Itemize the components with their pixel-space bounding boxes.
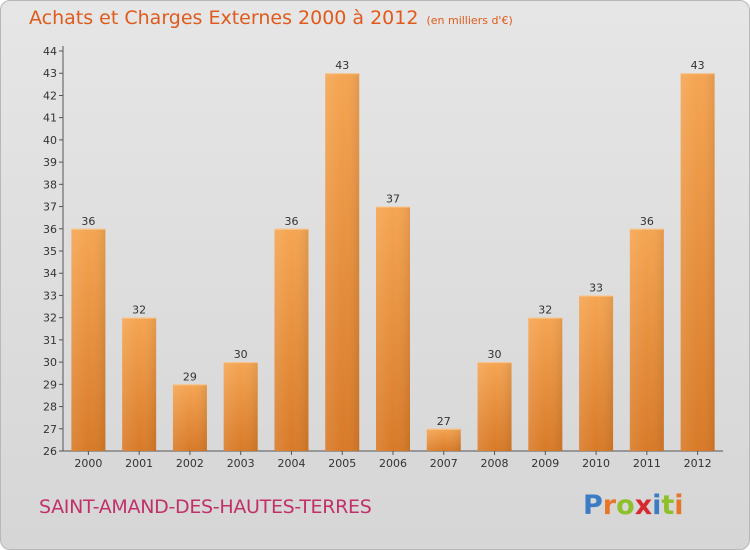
- chart-unit: (en milliers d'€): [426, 14, 513, 27]
- y-tick-label: 34: [43, 267, 57, 280]
- bar-group: [223, 362, 258, 451]
- y-tick-label: 32: [43, 312, 57, 325]
- y-tick-label: 40: [43, 134, 57, 147]
- y-tick-label: 28: [43, 401, 57, 414]
- y-tick-label: 33: [43, 289, 57, 302]
- bar-shine: [426, 428, 461, 451]
- x-tick-label: 2005: [328, 457, 356, 470]
- bar-shine: [376, 206, 410, 451]
- logo-letter: i: [674, 490, 684, 521]
- logo-letter: r: [602, 490, 617, 521]
- logo-letter: o: [616, 490, 635, 521]
- bar-group: [426, 428, 461, 451]
- bar-shine: [579, 295, 614, 451]
- y-tick-label: 27: [43, 423, 57, 436]
- y-tick-label: 42: [43, 89, 57, 102]
- bar-shine: [629, 228, 664, 451]
- bar-shine: [274, 228, 309, 451]
- x-tick-label: 2009: [531, 457, 559, 470]
- data-label: 32: [132, 304, 146, 317]
- x-tick-label: 2011: [633, 457, 661, 470]
- data-label: 33: [589, 281, 603, 294]
- logo-letter: x: [634, 490, 653, 521]
- bar-group: [579, 295, 614, 451]
- bars: [71, 73, 715, 451]
- x-tick-label: 2007: [430, 457, 458, 470]
- x-tick-label: 2003: [227, 457, 255, 470]
- bar-group: [325, 73, 360, 451]
- bar-shine: [71, 228, 106, 451]
- data-label: 36: [81, 215, 95, 228]
- data-label: 36: [284, 215, 298, 228]
- x-tick-label: 2002: [176, 457, 204, 470]
- y-tick-label: 39: [43, 156, 57, 169]
- data-label: 43: [335, 59, 349, 72]
- x-tick-label: 2000: [74, 457, 102, 470]
- y-tick-label: 31: [43, 334, 57, 347]
- x-tick-label: 2012: [684, 457, 712, 470]
- bar-group: [680, 73, 715, 451]
- y-tick-label: 43: [43, 67, 57, 80]
- proxiti-logo: Proxiti: [583, 490, 684, 521]
- data-label: 30: [234, 348, 248, 361]
- x-tick-label: 2006: [379, 457, 407, 470]
- x-tick-label: 2001: [125, 457, 153, 470]
- x-tick-label: 2004: [277, 457, 305, 470]
- data-label: 27: [437, 415, 451, 428]
- y-tick-label: 29: [43, 378, 57, 391]
- bar-shine: [477, 362, 512, 451]
- chart-title: Achats et Charges Externes 2000 à 2012 (e…: [29, 7, 513, 29]
- bar-group: [172, 384, 207, 451]
- data-label: 43: [691, 59, 705, 72]
- y-tick-label: 26: [43, 445, 57, 458]
- y-tick-label: 36: [43, 223, 57, 236]
- y-tick-label: 37: [43, 201, 57, 214]
- bar-shine: [122, 317, 157, 451]
- bar-shine: [680, 73, 715, 451]
- y-tick-label: 44: [43, 45, 57, 58]
- data-label: 30: [488, 348, 502, 361]
- y-tick-label: 41: [43, 112, 57, 125]
- bar-group: [477, 362, 512, 451]
- x-tick-label: 2008: [481, 457, 509, 470]
- chart-title-text: Achats et Charges Externes 2000 à 2012: [29, 7, 419, 29]
- logo-letter: i: [652, 490, 662, 521]
- data-label: 36: [640, 215, 654, 228]
- x-tick-label: 2010: [582, 457, 610, 470]
- y-tick-label: 30: [43, 356, 57, 369]
- bar-group: [629, 228, 664, 451]
- bar-shine: [325, 73, 360, 451]
- data-label: 29: [183, 370, 197, 383]
- bar-group: [528, 317, 563, 451]
- y-tick-label: 38: [43, 178, 57, 191]
- y-tick-label: 35: [43, 245, 57, 258]
- bar-shine: [528, 317, 563, 451]
- bar-group: [274, 228, 309, 451]
- bar-group: [376, 206, 410, 451]
- data-labels: 36 32 29 30 36 43 37 27 30 32 33 36 43: [81, 59, 704, 428]
- bar-group: [122, 317, 157, 451]
- logo-letter: P: [583, 490, 603, 521]
- data-label: 32: [538, 304, 552, 317]
- commune-name: SAINT-AMAND-DES-HAUTES-TERRES: [39, 496, 372, 518]
- bar-shine: [172, 384, 207, 451]
- logo-letter: t: [661, 490, 675, 521]
- data-label: 37: [386, 193, 400, 206]
- bar-shine: [223, 362, 258, 451]
- bar-group: [71, 228, 106, 451]
